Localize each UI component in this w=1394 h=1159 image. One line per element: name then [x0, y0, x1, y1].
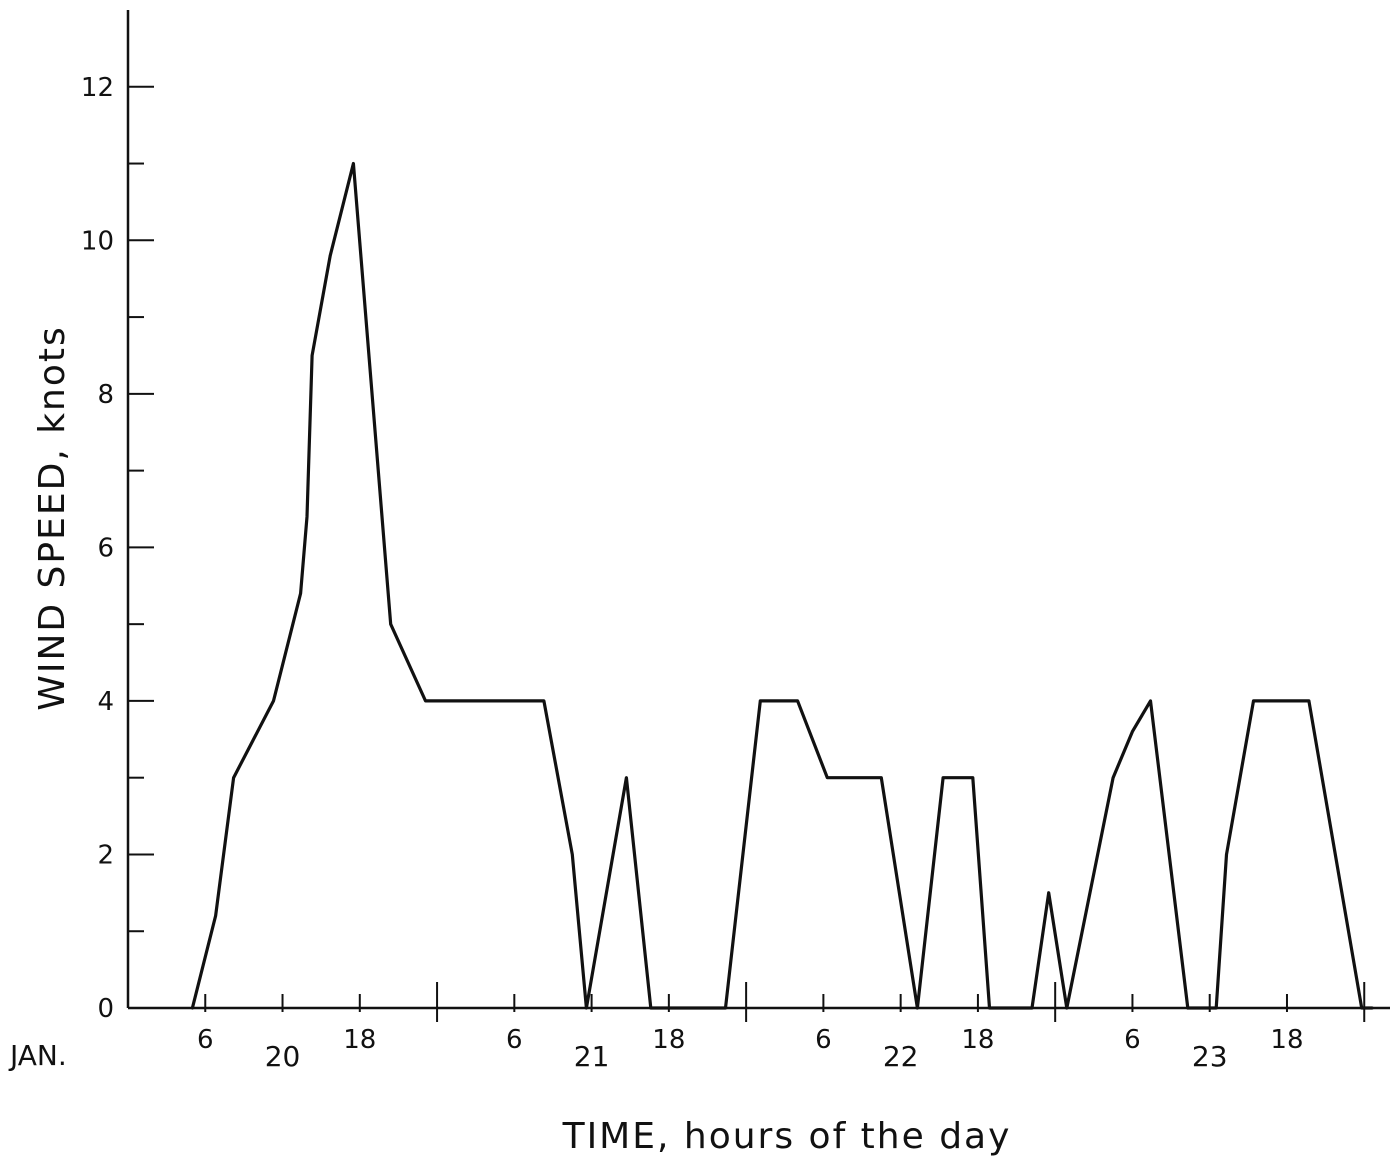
y-tick-label: 10	[81, 226, 114, 256]
y-tick-label: 12	[81, 73, 114, 103]
x-tick-label: 18	[343, 1025, 376, 1055]
x-tick-label: 18	[1270, 1025, 1303, 1055]
day-label: 22	[883, 1040, 919, 1073]
y-tick-label: 8	[97, 380, 114, 410]
x-tick-label: 18	[961, 1025, 994, 1055]
month-label: JAN.	[8, 1039, 67, 1072]
series-line	[190, 161, 1374, 1010]
y-axis-title: WIND SPEED, knots	[32, 325, 73, 711]
x-axis-title: TIME, hours of the day	[562, 1116, 1012, 1157]
axes-layer	[126, 10, 1390, 1022]
y-tick-label: 4	[97, 687, 114, 717]
labels-layer: 0 2 4 6 8 10 12 6 18 6 18 6 18 6 18 20 21 22 23	[81, 73, 1304, 1073]
day-label: 21	[574, 1040, 610, 1073]
x-tick-label: 6	[815, 1025, 832, 1055]
day-label: 23	[1192, 1040, 1228, 1073]
y-tick-label: 0	[97, 994, 114, 1024]
day-label: 20	[265, 1040, 301, 1073]
x-tick-label: 6	[506, 1025, 523, 1055]
y-tick-label: 2	[97, 840, 114, 870]
y-tick-label: 6	[97, 533, 114, 563]
series-layer	[190, 161, 1374, 1010]
x-tick-label: 6	[1124, 1025, 1141, 1055]
x-tick-label: 18	[652, 1025, 685, 1055]
x-tick-label: 6	[197, 1025, 214, 1055]
